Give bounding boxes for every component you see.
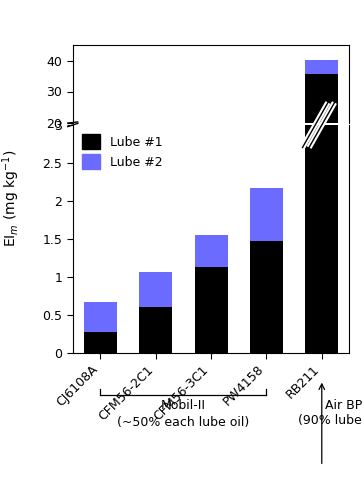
Legend: Lube #1, Lube #2: Lube #1, Lube #2 [79,131,165,172]
Bar [250,180,283,184]
Bar [84,332,117,352]
Bar [139,182,173,184]
Bar [305,0,339,352]
Bar [305,60,339,74]
Bar [84,302,117,332]
Text: Mobil-II: Mobil-II [161,399,206,412]
Bar [194,180,228,181]
Bar [305,74,339,184]
Bar [139,307,173,352]
Text: (~50% each lube oil): (~50% each lube oil) [117,416,250,429]
Text: Air BP
(90% lube #1): Air BP (90% lube #1) [298,399,364,427]
Bar [250,178,283,180]
Bar [194,267,228,352]
Text: EI$_m$ (mg kg$^{-1}$): EI$_m$ (mg kg$^{-1}$) [0,150,22,248]
Bar [139,272,173,307]
Bar [194,181,228,184]
Bar [194,235,228,267]
Bar [139,181,173,182]
Bar [250,241,283,352]
Bar [250,188,283,241]
Bar [84,182,117,184]
